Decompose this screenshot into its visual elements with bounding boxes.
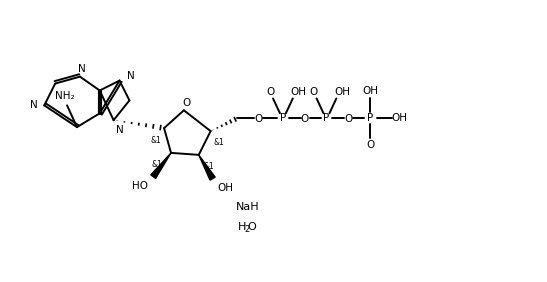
Text: OH: OH bbox=[392, 113, 408, 123]
Text: N: N bbox=[127, 71, 135, 81]
Text: OH: OH bbox=[362, 87, 378, 96]
Text: P: P bbox=[280, 113, 286, 123]
Text: O: O bbox=[300, 114, 309, 124]
Text: O: O bbox=[266, 87, 274, 98]
Text: O: O bbox=[254, 114, 262, 124]
Text: NaH: NaH bbox=[235, 202, 259, 212]
Polygon shape bbox=[199, 155, 215, 180]
Text: O: O bbox=[248, 222, 257, 232]
Text: H: H bbox=[238, 222, 247, 232]
Text: &1: &1 bbox=[151, 136, 161, 146]
Text: N: N bbox=[78, 64, 86, 74]
Text: &1: &1 bbox=[213, 138, 224, 147]
Text: HO: HO bbox=[132, 180, 148, 191]
Text: N: N bbox=[115, 125, 123, 135]
Text: O: O bbox=[183, 98, 191, 108]
Text: OH: OH bbox=[334, 87, 350, 98]
Text: O: O bbox=[366, 140, 374, 150]
Text: N: N bbox=[30, 100, 37, 110]
Text: 2: 2 bbox=[245, 225, 250, 233]
Text: OH: OH bbox=[218, 182, 234, 193]
Text: P: P bbox=[367, 113, 373, 123]
Text: O: O bbox=[344, 114, 352, 124]
Text: O: O bbox=[310, 87, 318, 98]
Polygon shape bbox=[151, 153, 171, 179]
Text: &1: &1 bbox=[152, 160, 162, 169]
Text: OH: OH bbox=[291, 87, 307, 98]
Text: P: P bbox=[323, 113, 330, 123]
Text: &1: &1 bbox=[203, 162, 214, 171]
Text: NH₂: NH₂ bbox=[55, 91, 75, 102]
